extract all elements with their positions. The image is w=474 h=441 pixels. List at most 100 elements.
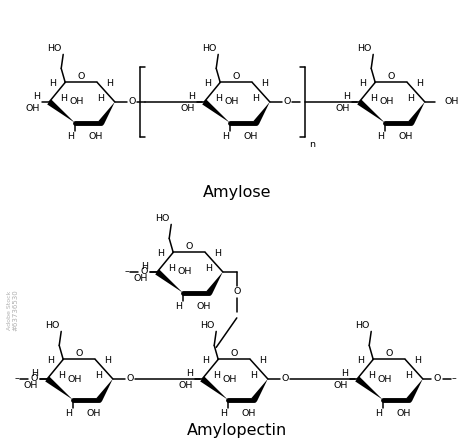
- Polygon shape: [357, 99, 385, 123]
- Text: OH: OH: [70, 97, 84, 106]
- Polygon shape: [202, 99, 230, 123]
- Text: #63736530: #63736530: [12, 289, 18, 331]
- Text: OH: OH: [181, 105, 195, 113]
- Text: O: O: [385, 349, 393, 358]
- Text: H: H: [370, 94, 377, 103]
- Text: O: O: [281, 374, 289, 383]
- Text: H: H: [47, 356, 54, 365]
- Text: OH: OH: [87, 409, 101, 418]
- Text: H: H: [407, 94, 414, 103]
- Text: OH: OH: [134, 274, 148, 284]
- Text: OH: OH: [334, 381, 348, 390]
- Text: H: H: [49, 79, 56, 88]
- Polygon shape: [200, 377, 228, 400]
- Text: O: O: [283, 97, 291, 106]
- Text: H: H: [214, 249, 221, 258]
- Text: H: H: [252, 94, 259, 103]
- Polygon shape: [97, 379, 113, 401]
- Text: H: H: [205, 265, 212, 273]
- Text: HO: HO: [47, 44, 61, 53]
- Text: H: H: [405, 371, 412, 381]
- Text: OH: OH: [336, 105, 350, 113]
- Text: H: H: [259, 356, 266, 365]
- Text: O: O: [78, 72, 85, 81]
- Text: H: H: [188, 93, 195, 101]
- Text: n: n: [309, 140, 315, 149]
- Text: H: H: [204, 79, 211, 88]
- Text: OH: OH: [242, 409, 256, 418]
- Text: O: O: [388, 72, 395, 81]
- Text: HO: HO: [202, 44, 216, 53]
- Text: H: H: [141, 262, 148, 271]
- Polygon shape: [47, 99, 75, 123]
- Text: H: H: [359, 79, 366, 88]
- Text: O: O: [233, 72, 240, 81]
- Text: H: H: [31, 370, 38, 378]
- Text: O: O: [140, 267, 148, 277]
- Text: –: –: [15, 374, 19, 383]
- Text: OH: OH: [378, 374, 392, 384]
- Text: H: H: [95, 371, 102, 381]
- Text: O: O: [433, 374, 440, 383]
- Text: H: H: [220, 409, 228, 418]
- Polygon shape: [355, 377, 383, 400]
- Text: OH: OH: [380, 97, 394, 106]
- Text: H: H: [368, 371, 375, 381]
- Text: H: H: [106, 79, 113, 88]
- Text: HO: HO: [45, 321, 59, 330]
- Text: Amylopectin: Amylopectin: [187, 422, 287, 437]
- Text: H: H: [175, 302, 182, 311]
- Text: HO: HO: [155, 214, 169, 223]
- Text: OH: OH: [68, 374, 82, 384]
- Text: H: H: [416, 79, 423, 88]
- Text: HO: HO: [200, 321, 214, 330]
- Text: HO: HO: [355, 321, 369, 330]
- Text: H: H: [213, 371, 220, 381]
- Text: H: H: [341, 370, 348, 378]
- Text: H: H: [202, 356, 209, 365]
- Text: H: H: [97, 94, 104, 103]
- Polygon shape: [99, 102, 115, 124]
- Text: OH: OH: [197, 302, 211, 311]
- Text: O: O: [233, 288, 240, 296]
- Text: H: H: [60, 94, 67, 103]
- Text: H: H: [168, 265, 175, 273]
- Text: O: O: [30, 374, 38, 383]
- Text: HO: HO: [357, 44, 371, 53]
- Text: H: H: [65, 409, 73, 418]
- Text: H: H: [250, 371, 257, 381]
- Text: OH: OH: [399, 132, 413, 141]
- Text: H: H: [222, 132, 229, 141]
- Text: O: O: [75, 349, 83, 358]
- Text: Amylose: Amylose: [203, 184, 271, 199]
- Text: OH: OH: [24, 381, 38, 390]
- Text: H: H: [157, 249, 164, 258]
- Text: –: –: [451, 374, 456, 383]
- Text: H: H: [215, 94, 222, 103]
- Polygon shape: [254, 102, 270, 124]
- Text: H: H: [377, 132, 384, 141]
- Polygon shape: [407, 379, 423, 401]
- Text: H: H: [104, 356, 111, 365]
- Text: H: H: [357, 356, 364, 365]
- Text: OH: OH: [26, 105, 40, 113]
- Polygon shape: [252, 379, 268, 401]
- Text: H: H: [58, 371, 64, 381]
- Polygon shape: [409, 102, 425, 124]
- Text: O: O: [185, 242, 193, 251]
- Text: OH: OH: [397, 409, 411, 418]
- Text: OH: OH: [223, 374, 237, 384]
- Text: OH: OH: [244, 132, 258, 141]
- Text: H: H: [261, 79, 268, 88]
- Text: OH: OH: [445, 97, 459, 106]
- Text: H: H: [186, 370, 193, 378]
- Polygon shape: [155, 269, 183, 293]
- Text: OH: OH: [225, 97, 239, 106]
- Text: H: H: [414, 356, 421, 365]
- Polygon shape: [45, 377, 73, 400]
- Text: O: O: [126, 374, 134, 383]
- Text: H: H: [343, 93, 350, 101]
- Text: –: –: [125, 267, 129, 277]
- Text: OH: OH: [89, 132, 103, 141]
- Text: O: O: [230, 349, 238, 358]
